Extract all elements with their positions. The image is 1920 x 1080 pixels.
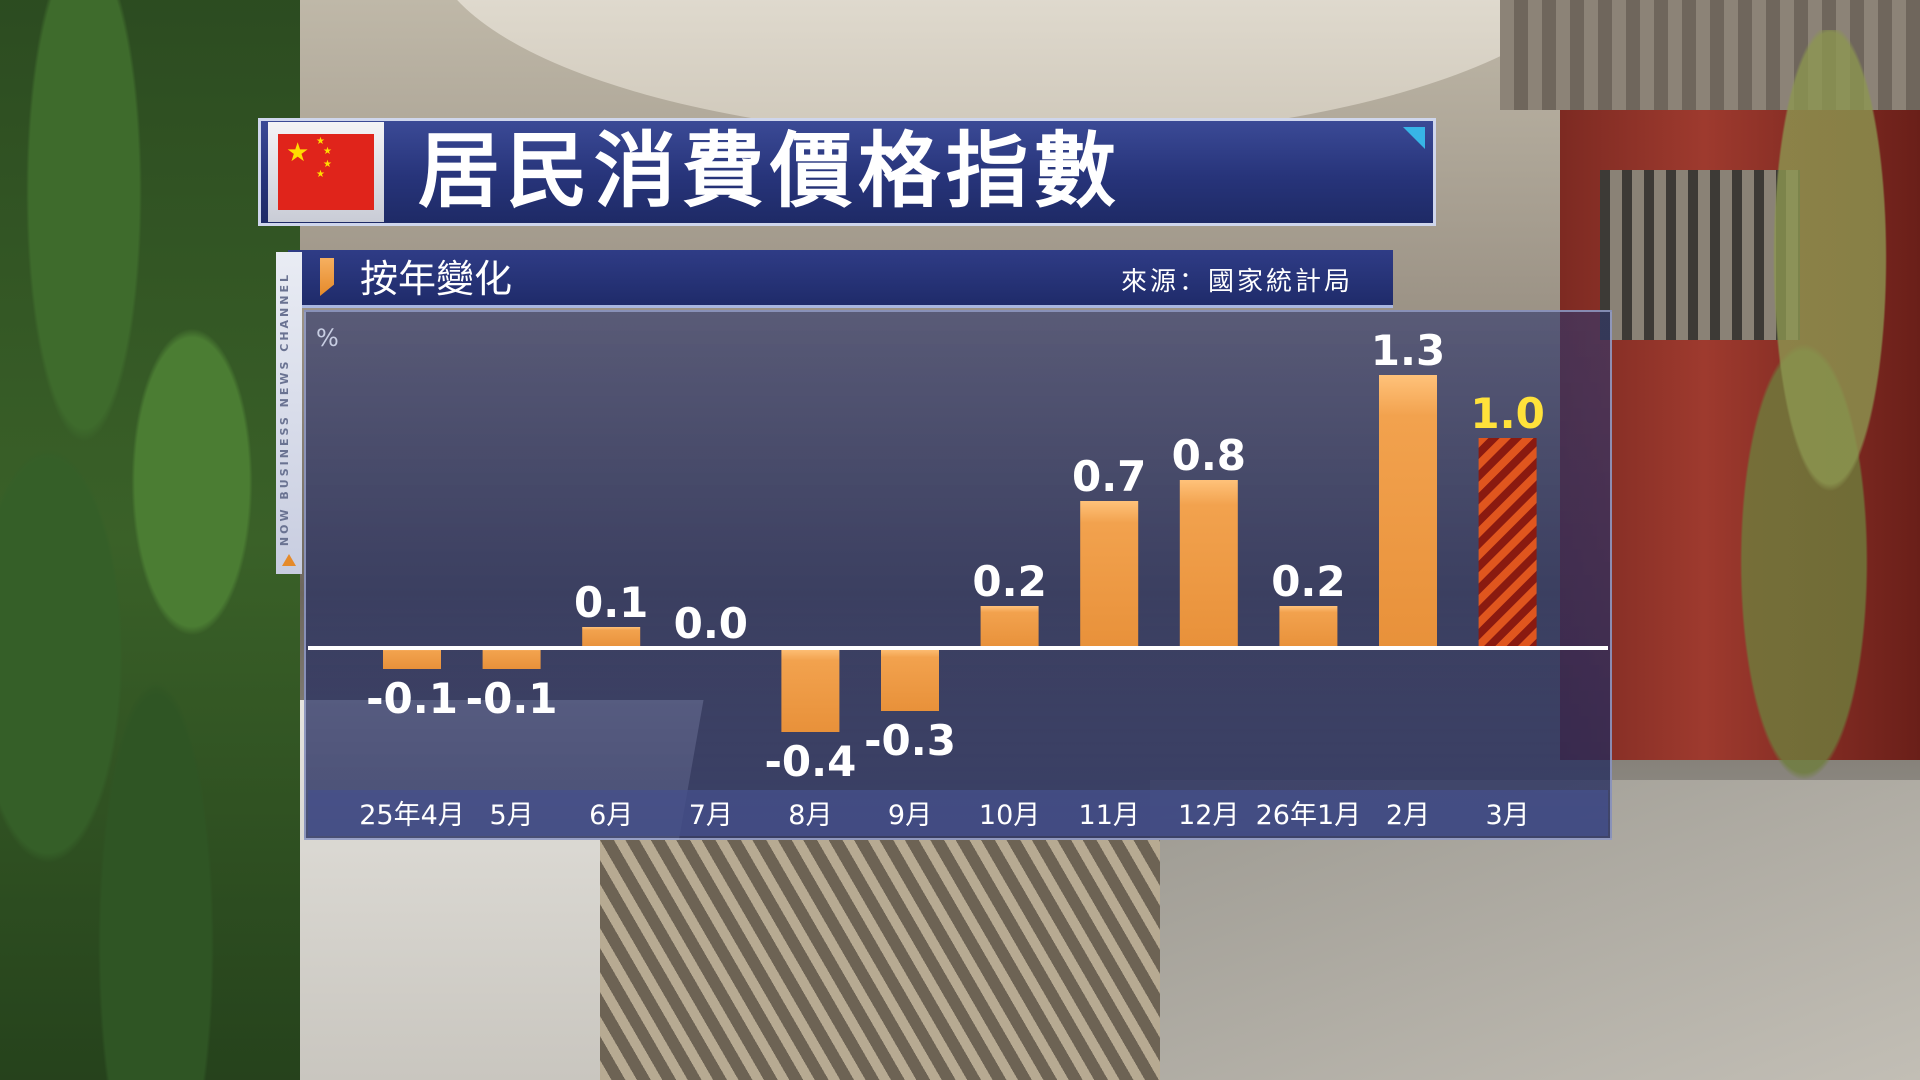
bar-4	[781, 648, 840, 732]
category-label-1: 5月	[490, 800, 534, 831]
category-label-0: 25年4月	[359, 800, 465, 831]
subtitle-tab-marker	[320, 258, 334, 296]
value-label-10: 1.3	[1371, 326, 1445, 375]
title-corner-accent	[1403, 127, 1425, 149]
category-label-3: 7月	[689, 800, 733, 831]
value-label-5: -0.3	[864, 716, 956, 765]
value-label-4: -0.4	[764, 737, 856, 786]
bar-5	[881, 648, 939, 711]
bar-0	[383, 648, 441, 669]
chart-title: 居民消費價格指數	[418, 124, 1123, 219]
bar-11	[1478, 438, 1537, 648]
value-label-8: 0.8	[1172, 431, 1246, 480]
source-label: 來源：國家統計局	[1120, 267, 1353, 297]
value-label-7: 0.7	[1072, 452, 1146, 501]
category-label-4: 8月	[788, 800, 832, 831]
background-plant-right	[1700, 30, 1920, 790]
background-plant-left	[0, 0, 300, 1080]
flag-frame: ★ ★ ★ ★ ★	[268, 122, 384, 222]
category-label-8: 12月	[1178, 800, 1239, 831]
category-label-6: 10月	[979, 800, 1040, 831]
category-label-2: 6月	[589, 800, 633, 831]
category-label-7: 11月	[1079, 800, 1140, 831]
chart-subtitle: 按年變化	[360, 257, 513, 301]
subtitle-bar: 按年變化 來源：國家統計局	[288, 250, 1393, 308]
value-label-2: 0.1	[574, 578, 648, 627]
bar-10	[1379, 375, 1437, 648]
bar-7	[1080, 501, 1139, 648]
bar-9	[1279, 606, 1338, 648]
value-label-9: 0.2	[1271, 557, 1345, 606]
category-label-9: 26年1月	[1256, 800, 1362, 831]
value-label-1: -0.1	[466, 674, 558, 723]
value-label-0: -0.1	[366, 674, 458, 723]
value-label-6: 0.2	[972, 557, 1046, 606]
category-band	[308, 790, 1608, 836]
china-flag-icon: ★ ★ ★ ★ ★	[278, 134, 374, 210]
background-chair	[600, 840, 1160, 1080]
bar-8	[1179, 480, 1238, 648]
value-label-3: 0.0	[674, 599, 748, 648]
bar-6	[980, 606, 1039, 648]
y-unit-label: %	[316, 324, 339, 352]
category-label-10: 2月	[1386, 800, 1430, 831]
bar-chart: % -0.1 -0.1 0.1 0.0 -0.4 -0.3 0.2 0.7 0.8 0.2 1.3 1…	[308, 324, 1608, 836]
channel-arrow-icon	[282, 554, 296, 566]
channel-strip: NOW BUSINESS NEWS CHANNEL	[276, 252, 302, 574]
bar-1	[482, 648, 541, 669]
category-label-11: 3月	[1486, 800, 1530, 831]
channel-name: NOW BUSINESS NEWS CHANNEL	[278, 271, 291, 546]
category-label-5: 9月	[888, 800, 932, 831]
value-label-11: 1.0	[1470, 389, 1544, 438]
title-bar	[258, 118, 1436, 226]
bar-2	[582, 627, 641, 648]
